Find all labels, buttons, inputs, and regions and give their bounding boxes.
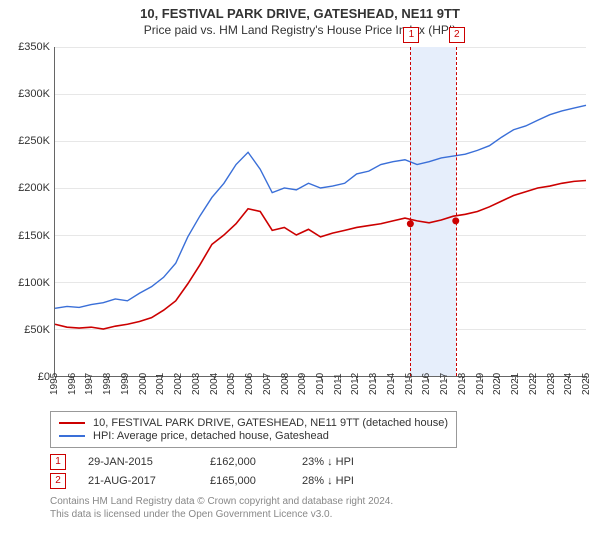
chart-title-address: 10, FESTIVAL PARK DRIVE, GATESHEAD, NE11… bbox=[0, 6, 600, 21]
event-pct: 23% ↓ HPI bbox=[302, 456, 402, 468]
event-pct: 28% ↓ HPI bbox=[302, 475, 402, 487]
legend-label-series2: HPI: Average price, detached house, Gate… bbox=[93, 430, 329, 442]
legend: 10, FESTIVAL PARK DRIVE, GATESHEAD, NE11… bbox=[50, 411, 457, 448]
chart: £0£50K£100K£150K£200K£250K£300K£350K 12 … bbox=[8, 43, 592, 403]
event-price: £165,000 bbox=[210, 475, 280, 487]
legend-swatch-series1 bbox=[59, 422, 85, 424]
x-axis-labels: 1995199619971998199920002001200220032004… bbox=[54, 381, 586, 403]
footer-line1: Contains HM Land Registry data © Crown c… bbox=[50, 495, 584, 508]
event-table: 1 29-JAN-2015 £162,000 23% ↓ HPI 2 21-AU… bbox=[50, 454, 584, 489]
event-row: 1 29-JAN-2015 £162,000 23% ↓ HPI bbox=[50, 454, 584, 470]
event-date: 21-AUG-2017 bbox=[88, 475, 188, 487]
event-marker-box: 1 bbox=[50, 454, 66, 470]
legend-label-series1: 10, FESTIVAL PARK DRIVE, GATESHEAD, NE11… bbox=[93, 417, 448, 429]
event-marker-box: 2 bbox=[50, 473, 66, 489]
footer-attribution: Contains HM Land Registry data © Crown c… bbox=[50, 495, 584, 521]
title-block: 10, FESTIVAL PARK DRIVE, GATESHEAD, NE11… bbox=[0, 0, 600, 37]
y-axis-labels: £0£50K£100K£150K£200K£250K£300K£350K bbox=[8, 47, 52, 377]
footer-line2: This data is licensed under the Open Gov… bbox=[50, 508, 584, 521]
legend-row-series2: HPI: Average price, detached house, Gate… bbox=[59, 430, 448, 442]
event-price: £162,000 bbox=[210, 456, 280, 468]
legend-row-series1: 10, FESTIVAL PARK DRIVE, GATESHEAD, NE11… bbox=[59, 417, 448, 429]
plot-area: 12 bbox=[54, 47, 586, 377]
event-row: 2 21-AUG-2017 £165,000 28% ↓ HPI bbox=[50, 473, 584, 489]
chart-subtitle: Price paid vs. HM Land Registry's House … bbox=[0, 23, 600, 37]
legend-swatch-series2 bbox=[59, 435, 85, 437]
chart-lines bbox=[55, 47, 586, 376]
event-date: 29-JAN-2015 bbox=[88, 456, 188, 468]
